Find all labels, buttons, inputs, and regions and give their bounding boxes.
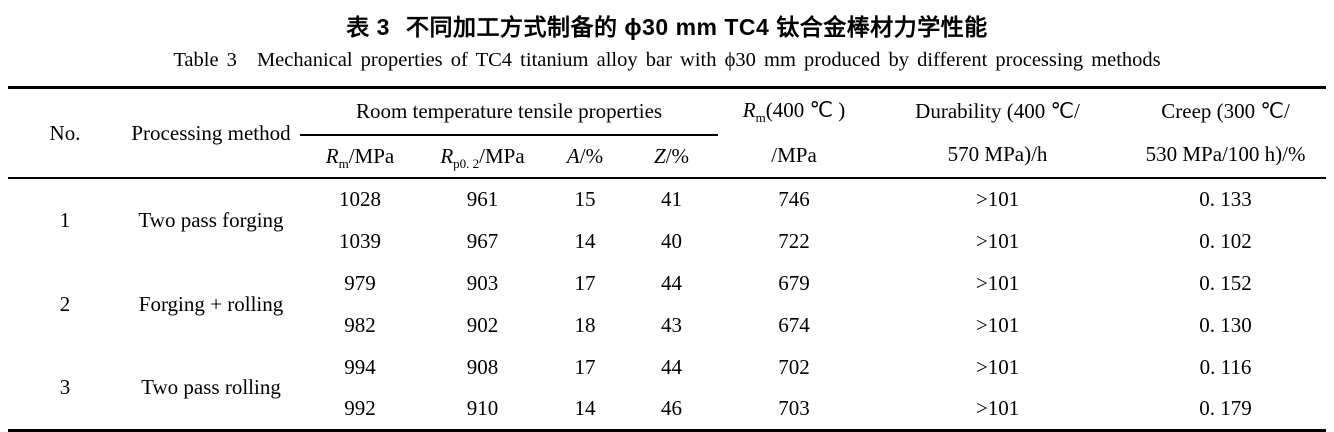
cell-processing-method: Two pass forging — [138, 208, 284, 232]
cell-rm-400: 679 — [778, 270, 810, 295]
col-header-durability-line1: Durability (400 ℃/ — [915, 99, 1080, 123]
cell-processing-method: Two pass rolling — [141, 374, 281, 399]
col-header-no: No. — [49, 120, 81, 145]
table-title-chinese-label: 表 3 — [346, 14, 390, 40]
col-group-room-temperature-label: Room temperature tensile properties — [355, 98, 663, 123]
col-header-processing-method: Processing method — [131, 120, 291, 145]
col-header-durability-line2: 570 MPa)/h — [947, 142, 1048, 166]
cell-elongation: 15 — [574, 187, 596, 211]
col-header-rm-400: Rm(400 ℃ ) /MPa — [718, 88, 870, 179]
cell-creep: 0. 102 — [1199, 228, 1252, 253]
cell-rm-400: 746 — [778, 187, 810, 211]
cell-rm-400: 674 — [778, 312, 810, 337]
col-header-reduction: Z/% — [654, 143, 690, 168]
table-row: 1039 967 14 40 722 >101 0. 102 — [8, 220, 1326, 262]
col-header-rm: Rm/MPa — [325, 143, 395, 171]
cell-durability: >101 — [975, 312, 1020, 337]
col-header-rm-400-line1: Rm(400 ℃ ) — [742, 98, 846, 125]
col-group-room-temperature: Room temperature tensile properties — [300, 87, 719, 136]
table-row: 982 902 18 43 674 >101 0. 130 — [8, 304, 1326, 346]
cell-rp02: 908 — [466, 354, 499, 379]
cell-creep: 0. 130 — [1199, 312, 1252, 337]
cell-durability: >101 — [975, 395, 1020, 420]
table-header: No. Processing method Room temperature t… — [8, 87, 1327, 179]
cell-rm: 1028 — [339, 187, 381, 211]
cell-elongation: 14 — [574, 395, 596, 420]
cell-rm: 992 — [344, 395, 376, 420]
cell-creep: 0. 152 — [1199, 270, 1252, 295]
table-row: 2 Forging + rolling 979 903 17 44 679 >1… — [8, 262, 1326, 316]
cell-rm-400: 722 — [778, 228, 810, 253]
cell-rm: 994 — [344, 354, 376, 379]
cell-rp02: 967 — [466, 228, 499, 253]
cell-rm: 979 — [344, 270, 376, 295]
cell-reduction: 43 — [661, 312, 683, 337]
cell-rm: 982 — [344, 312, 376, 337]
table-title-english: Table 3 Mechanical properties of TC4 tita… — [0, 49, 1334, 72]
col-header-creep-line2: 530 MPa/100 h)/% — [1145, 142, 1306, 166]
cell-reduction: 44 — [661, 354, 683, 379]
cell-no: 3 — [59, 374, 71, 399]
table-title-chinese: 表 3 不同加工方式制备的 ϕ30 mm TC4 钛合金棒材力学性能 — [0, 0, 1334, 42]
col-header-durability: Durability (400 ℃/ 570 MPa)/h — [870, 88, 1125, 179]
cell-creep: 0. 116 — [1199, 354, 1252, 379]
cell-creep: 0. 179 — [1199, 395, 1252, 420]
cell-rm-400: 703 — [778, 395, 810, 420]
cell-elongation: 17 — [574, 354, 596, 379]
cell-elongation: 14 — [574, 228, 596, 253]
mechanical-properties-table: No. Processing method Room temperature t… — [8, 86, 1327, 432]
cell-reduction: 46 — [661, 395, 683, 420]
cell-durability: >101 — [975, 228, 1020, 253]
cell-rm: 1039 — [339, 228, 381, 253]
table-title-chinese-text: 不同加工方式制备的 ϕ30 mm TC4 钛合金棒材力学性能 — [405, 14, 988, 40]
cell-durability: >101 — [975, 187, 1020, 211]
cell-no: 2 — [59, 291, 71, 316]
cell-creep: 0. 133 — [1199, 187, 1252, 211]
cell-rp02: 910 — [466, 395, 499, 420]
col-header-creep: Creep (300 ℃/ 530 MPa/100 h)/% — [1125, 88, 1326, 179]
cell-rm-400: 702 — [778, 354, 810, 379]
cell-elongation: 17 — [574, 270, 596, 295]
cell-rp02: 903 — [466, 270, 499, 295]
cell-rp02: 961 — [466, 187, 499, 211]
col-header-creep-line1: Creep (300 ℃/ — [1161, 99, 1290, 123]
col-header-elongation: A/% — [566, 143, 604, 168]
table-row: 1 Two pass forging 1028 961 15 41 746 >1… — [8, 178, 1326, 232]
table-body: 1 Two pass forging 1028 961 15 41 746 >1… — [8, 178, 1326, 430]
cell-reduction: 44 — [661, 270, 683, 295]
col-header-rm-400-line2: /MPa — [771, 143, 817, 167]
cell-elongation: 18 — [574, 312, 596, 337]
cell-durability: >101 — [975, 270, 1020, 295]
table-row: 992 910 14 46 703 >101 0. 179 — [8, 388, 1326, 430]
table-row: 3 Two pass rolling 994 908 17 44 702 >10… — [8, 346, 1326, 399]
cell-reduction: 40 — [661, 228, 683, 253]
table-title-english-label: Table 3 — [173, 49, 237, 71]
cell-durability: >101 — [975, 354, 1020, 379]
cell-rp02: 902 — [466, 312, 499, 337]
cell-processing-method: Forging + rolling — [138, 291, 284, 316]
cell-no: 1 — [59, 208, 71, 232]
col-header-rp02: Rp0. 2/MPa — [440, 143, 525, 171]
cell-reduction: 41 — [661, 187, 683, 211]
table-title-english-text: Mechanical properties of TC4 titanium al… — [256, 49, 1161, 71]
